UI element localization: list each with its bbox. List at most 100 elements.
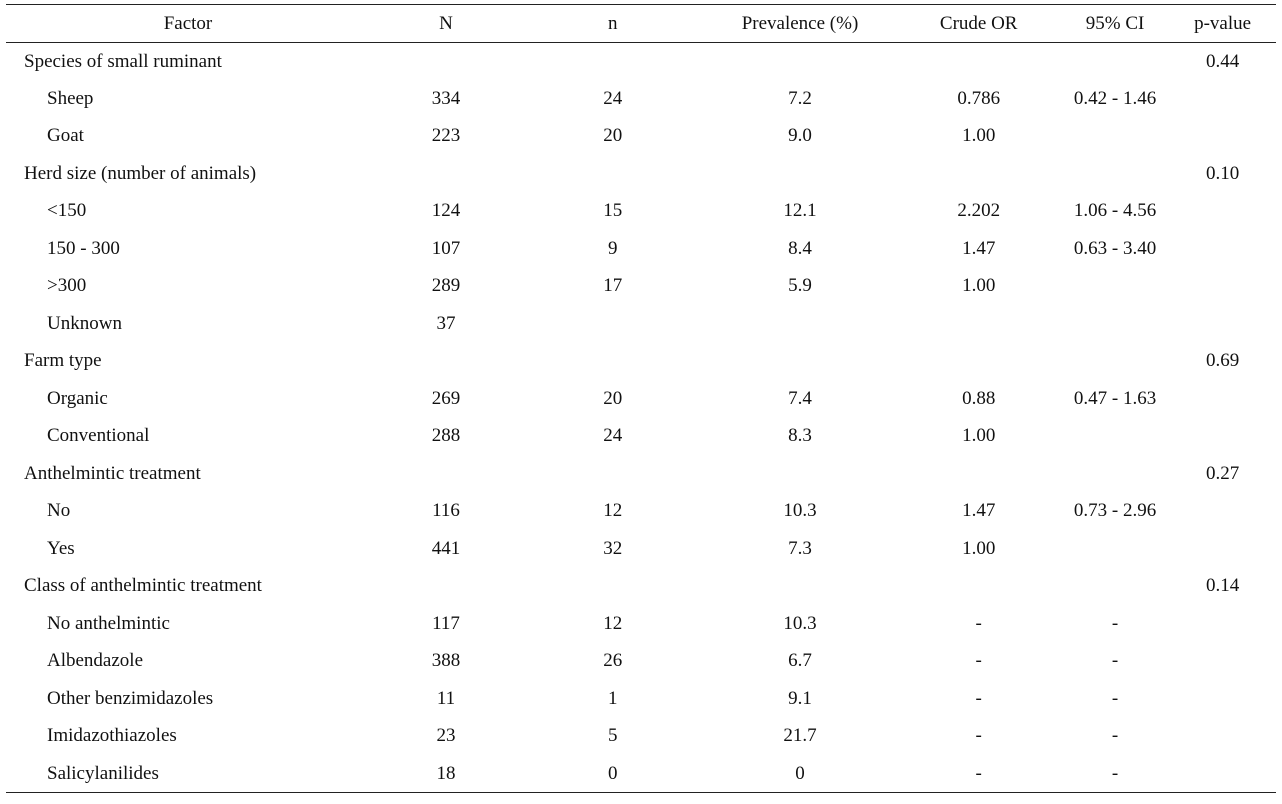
table-header: Factor N n Prevalence (%) Crude OR 95% C… <box>6 4 1276 43</box>
crude-or-cell <box>897 343 1061 381</box>
prevalence-cell: 7.3 <box>788 537 812 559</box>
positive-n-cell <box>522 343 703 381</box>
total-n-cell: 107 <box>431 237 461 259</box>
prevalence-cell: 9.0 <box>788 125 812 147</box>
prevalence-cell: 12.1 <box>783 200 817 222</box>
positive-n-cell: 5 <box>607 725 618 747</box>
group-row: Herd size (number of animals) 0.10 <box>6 155 1276 193</box>
table-row: No anthelmintic 117 12 10.3 - - <box>6 605 1276 643</box>
total-n-cell: 124 <box>431 200 461 222</box>
positive-n-cell: 32 <box>603 537 623 559</box>
table-row: >300 289 17 5.9 1.00 <box>6 268 1276 306</box>
table-row: Albendazole 388 26 6.7 - - <box>6 643 1276 681</box>
ci-cell: - <box>1060 755 1170 793</box>
crude-or-cell: 2.202 <box>957 200 1001 222</box>
positive-n-cell <box>522 43 703 81</box>
prevalence-cell: 6.7 <box>788 650 812 672</box>
prevalence-cell <box>703 155 896 193</box>
ci-cell <box>1061 455 1169 493</box>
total-n-cell <box>370 43 522 81</box>
prevalence-cell <box>703 343 896 381</box>
ci-cell <box>1061 43 1169 81</box>
factor-cell: Salicylanilides <box>6 755 370 793</box>
p-value-cell <box>1169 605 1276 643</box>
p-value-cell <box>1169 755 1276 793</box>
crude-or-cell <box>897 155 1061 193</box>
positive-n-cell: 12 <box>603 500 623 522</box>
prevalence-cell: 10.3 <box>783 500 817 522</box>
crude-or-cell: 1.47 <box>962 237 996 259</box>
prevalence-cell: 8.4 <box>788 237 812 259</box>
crude-or-cell <box>897 455 1061 493</box>
group-row: Species of small ruminant 0.44 <box>6 43 1276 81</box>
p-value-cell <box>1169 418 1276 456</box>
table-row: Organic 269 20 7.4 0.88 0.47 - 1.63 <box>6 380 1276 418</box>
factor-cell: Imidazothiazoles <box>47 725 177 747</box>
prevalence-cell: 10.3 <box>783 612 817 634</box>
positive-n-cell: 20 <box>603 125 623 147</box>
crude-or-cell: - <box>896 755 1061 793</box>
factor-cell: >300 <box>47 275 87 297</box>
p-value-cell: 0.44 <box>1205 50 1240 72</box>
ci-cell <box>1061 268 1169 306</box>
factor-cell: Conventional <box>47 425 150 447</box>
p-value-cell <box>1169 193 1276 231</box>
crude-or-cell: - <box>975 650 982 672</box>
positive-n-cell: 24 <box>603 425 623 447</box>
total-n-cell: 288 <box>431 425 461 447</box>
table-row: Salicylanilides 18 0 0- - <box>6 755 1276 793</box>
crude-or-cell: - <box>975 612 982 634</box>
factor-cell: Herd size (number of animals) <box>24 162 257 184</box>
ci-cell <box>1061 418 1169 456</box>
crude-or-cell: 0.786 <box>957 87 1001 109</box>
ci-cell: 0.47 - 1.63 <box>1073 387 1157 409</box>
crude-or-cell: 1.00 <box>962 425 996 447</box>
crude-or-cell: 1.00 <box>962 275 996 297</box>
factor-cell: Goat <box>47 125 84 147</box>
total-n-cell <box>370 343 522 381</box>
factor-cell: <150 <box>47 200 87 222</box>
crude-or-cell: - <box>975 725 982 747</box>
ci-cell: - <box>1111 650 1119 672</box>
prevalence-cell: 7.4 <box>788 387 812 409</box>
header-positive-n: n <box>522 4 704 43</box>
total-n-cell: 269 <box>431 387 461 409</box>
p-value-cell <box>1169 118 1276 156</box>
positive-n-cell: 9 <box>607 237 618 259</box>
ci-cell: 0.73 - 2.96 <box>1073 500 1157 522</box>
positive-n-cell <box>522 455 703 493</box>
crude-or-cell: 1.47 <box>962 500 996 522</box>
table-row: No 116 12 10.3 1.47 0.73 - 2.96 <box>6 493 1276 531</box>
group-row: Anthelmintic treatment 0.27 <box>6 455 1276 493</box>
positive-n-cell: 0 <box>522 755 704 793</box>
factor-cell: Other benzimidazoles <box>47 687 214 709</box>
factor-cell: Yes <box>47 537 75 559</box>
total-n-cell: 37 <box>436 312 456 334</box>
ci-cell <box>1061 568 1169 606</box>
total-n-cell <box>370 155 522 193</box>
factor-cell: No anthelmintic <box>47 612 170 634</box>
factor-cell: Species of small ruminant <box>24 50 222 72</box>
positive-n-cell <box>522 568 703 606</box>
table-row: Imidazothiazoles 23 5 21.7 - - <box>6 718 1276 756</box>
crude-or-cell <box>897 43 1061 81</box>
prevalence-cell: 9.1 <box>788 687 812 709</box>
total-n-cell <box>370 455 522 493</box>
factor-cell: Organic <box>47 387 108 409</box>
table-row: Conventional 288 24 8.3 1.00 <box>6 418 1276 456</box>
header-ci: 95% CI <box>1060 4 1170 43</box>
p-value-cell <box>1169 80 1276 118</box>
total-n-cell: 11 <box>436 687 456 709</box>
p-value-cell <box>1169 643 1276 681</box>
table-row: Sheep 334 24 7.2 0.786 0.42 - 1.46 <box>6 80 1276 118</box>
ci-cell <box>1061 530 1169 568</box>
factor-cell: Albendazole <box>47 650 144 672</box>
crude-or-cell: - <box>975 687 982 709</box>
prevalence-cell <box>703 455 896 493</box>
positive-n-cell: 1 <box>607 687 618 709</box>
ci-cell: 0.63 - 3.40 <box>1073 237 1157 259</box>
factor-cell: Farm type <box>24 350 102 372</box>
ci-cell <box>1061 305 1169 343</box>
table-row: Yes 441 32 7.3 1.00 <box>6 530 1276 568</box>
prevalence-cell: 8.3 <box>788 425 812 447</box>
